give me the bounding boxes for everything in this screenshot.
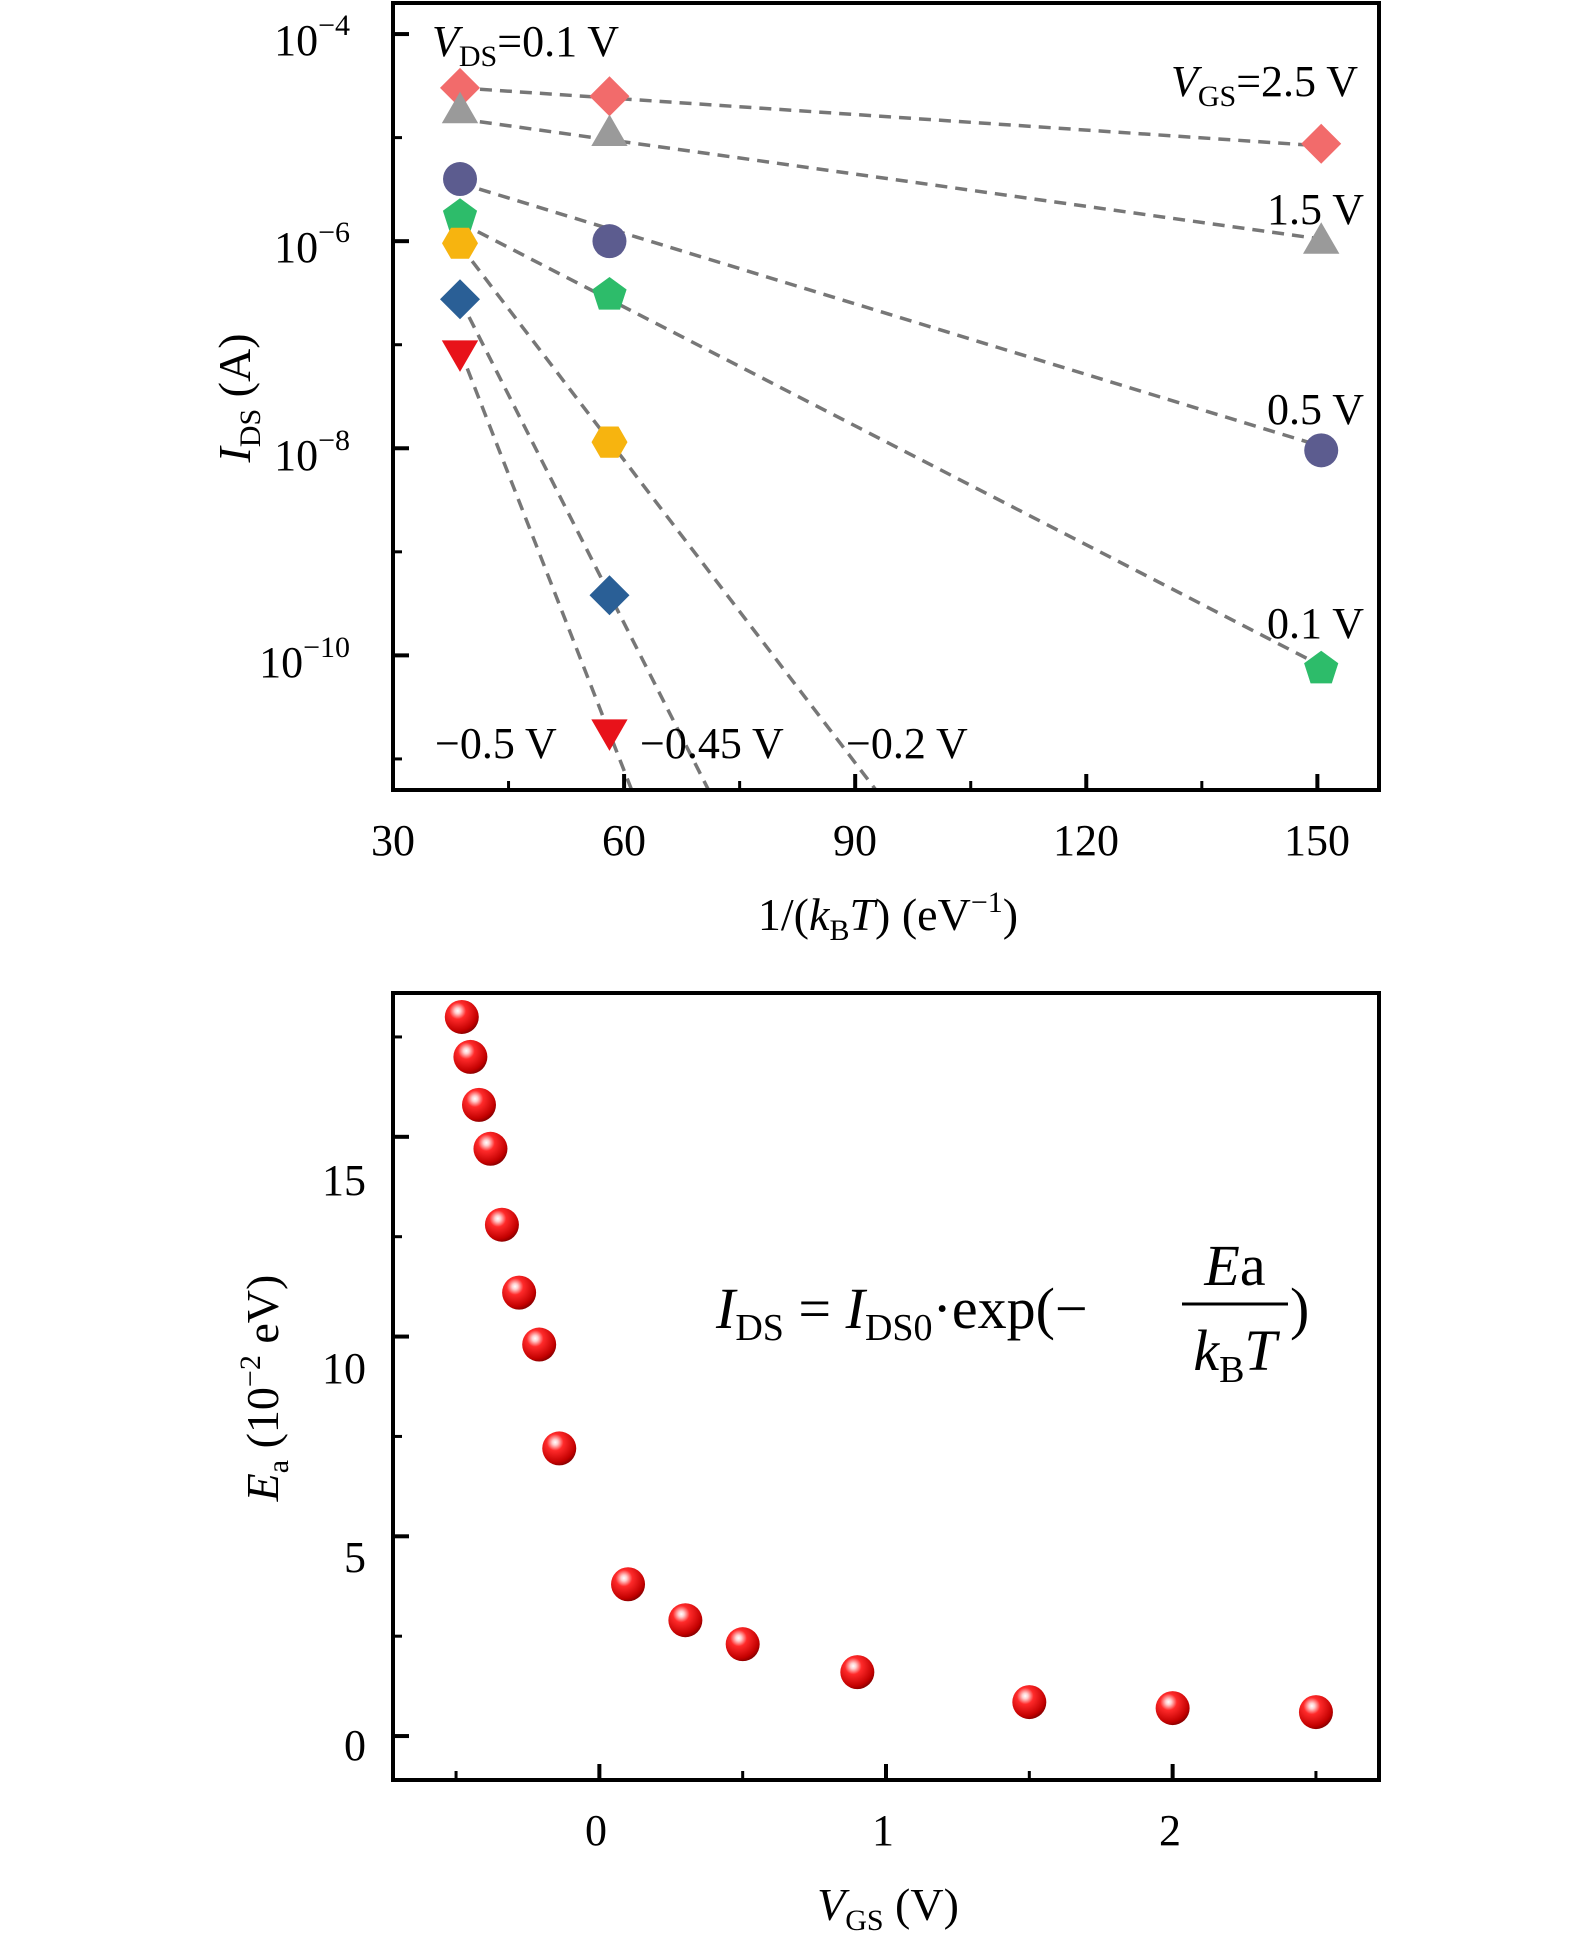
fit-line [458,244,878,790]
top-plot-frame [391,1,1381,792]
equation-numerator: Ea [1203,1233,1265,1298]
annotation-vds: VDS=0.1 V [432,17,619,73]
marker-triangle-up [591,114,628,146]
data-point [461,1087,496,1122]
equation-close-paren: ) [1290,1276,1309,1341]
top-xtick-label: 30 [371,816,415,865]
marker-triangle-up [441,91,479,124]
data-point [611,1567,646,1602]
bottom-x-axis-label: VGS (V) [817,1879,959,1937]
bottom-xtick-label: 1 [872,1806,894,1855]
data-point [444,999,479,1034]
equation-denominator: kBT [1193,1318,1280,1391]
top-markers [440,67,1342,751]
fit-line [459,181,1322,448]
annotation-neg0.45v: −0.45 V [640,719,784,768]
top-ticks [391,32,1320,790]
marker-hexagon [591,426,628,458]
top-xtick-label: 60 [602,816,646,865]
top-xtick-label: 120 [1053,816,1119,865]
marker-diamond [589,76,630,117]
data-point [1298,1695,1333,1730]
marker-hexagon [442,227,478,259]
data-point [473,1131,508,1166]
marker-circle [1304,433,1339,468]
marker-diamond [589,575,630,616]
fit-line [459,220,1323,668]
data-point [502,1275,537,1310]
annotation-0.1v: 0.1 V [1267,599,1364,648]
annotation-vgs-2.5: VGS=2.5 V [1171,57,1358,113]
top-ytick-label: 10−6 [274,216,350,272]
marker-diamond [440,67,480,108]
top-panel: 10−4 10−6 10−8 10−10 30 60 90 120 150 1/… [209,1,1381,947]
top-ytick-label: 10−4 [274,9,350,65]
bottom-ytick-label: 15 [322,1156,366,1205]
annotation-0.5v: 0.5 V [1267,385,1364,434]
marker-triangle-up [1303,222,1340,254]
marker-pentagon [592,277,627,310]
marker-pentagon [442,198,478,231]
top-ytick-label: 10−10 [259,631,350,687]
marker-circle [443,162,478,197]
data-point [668,1603,703,1638]
bottom-ytick-label: 5 [344,1533,366,1582]
bottom-ytick-label: 0 [344,1721,366,1770]
marker-diamond [440,279,480,320]
fit-line [458,298,711,790]
annotation-neg0.5v: −0.5 V [435,719,557,768]
bottom-xtick-label: 2 [1159,1806,1181,1855]
top-fit-lines [458,86,1323,790]
bottom-ticks [393,1035,1318,1780]
data-point [484,1207,519,1242]
annotation-neg0.2v: −0.2 V [846,719,968,768]
marker-pentagon [1304,650,1339,684]
top-xtick-label: 90 [833,816,877,865]
bottom-y-axis-label: Ea (10−2 eV) [234,1275,295,1503]
data-point [453,1039,488,1074]
top-ytick-label: 10−8 [274,424,350,480]
data-point [1012,1685,1047,1720]
equation: IDS = IDS0·exp(− Ea kBT ) [715,1233,1309,1391]
equation-main: IDS = IDS0·exp(− [715,1276,1088,1349]
top-xtick-label: 150 [1284,816,1350,865]
data-point [542,1431,577,1466]
marker-circle [592,224,627,259]
marker-diamond [1301,123,1342,164]
marker-triangle-down [591,719,628,751]
data-point [840,1655,875,1690]
data-point [522,1327,557,1362]
marker-triangle-down [441,340,479,372]
data-point [725,1627,760,1662]
top-y-axis-label: IDS (A) [209,333,267,463]
bottom-ytick-label: 10 [322,1344,366,1393]
bottom-markers [444,999,1333,1730]
data-point [1155,1691,1190,1726]
annotation-1.5v: 1.5 V [1267,185,1364,234]
top-x-axis-label: 1/(kBT) (eV−1) [758,886,1018,947]
bottom-panel: 0 5 10 15 0 1 2 VGS (V) Ea (10−2 eV) IDS… [234,991,1381,1937]
fit-line [459,117,1322,241]
bottom-xtick-label: 0 [585,1806,607,1855]
